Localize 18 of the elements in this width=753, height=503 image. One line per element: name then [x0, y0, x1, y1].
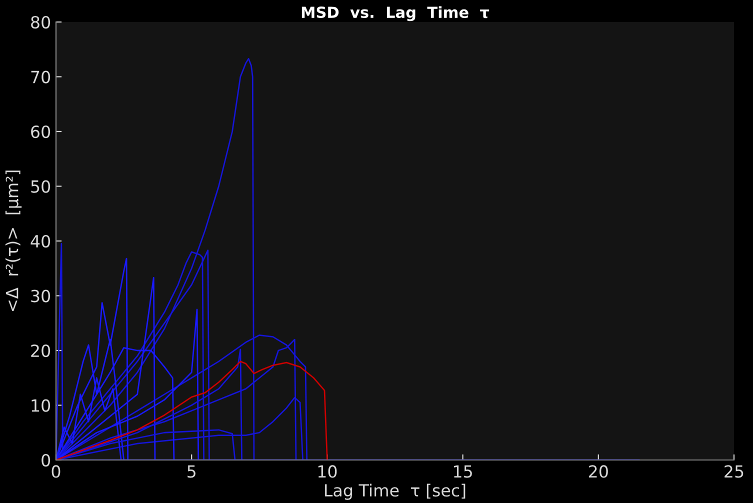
y-tick-label: 10: [32, 399, 50, 412]
x-tick-label: 10: [318, 465, 337, 478]
y-tick-label: 40: [30, 234, 50, 248]
x-tick-label: 15: [454, 465, 472, 478]
y-axis-title: <Δ r²(τ)> [μm²]: [5, 170, 22, 312]
y-tick-label: 80: [31, 16, 50, 29]
y-tick-label: 0: [42, 454, 50, 467]
x-tick-label: 20: [589, 465, 608, 478]
chart-title: MSD vs. Lag Time τ: [302, 6, 490, 22]
y-tick-label: 60: [31, 125, 50, 138]
y-tick-label: 20: [31, 344, 50, 358]
y-tick-label: 50: [31, 180, 50, 193]
x-axis-title: Lag Time τ [sec]: [325, 484, 466, 500]
x-tick-label: 25: [724, 465, 744, 478]
y-tick-label: 30: [31, 290, 50, 302]
x-tick-label: 0: [52, 465, 60, 478]
x-tick-label: 5: [188, 465, 196, 478]
y-tick-label: 70: [31, 70, 50, 84]
